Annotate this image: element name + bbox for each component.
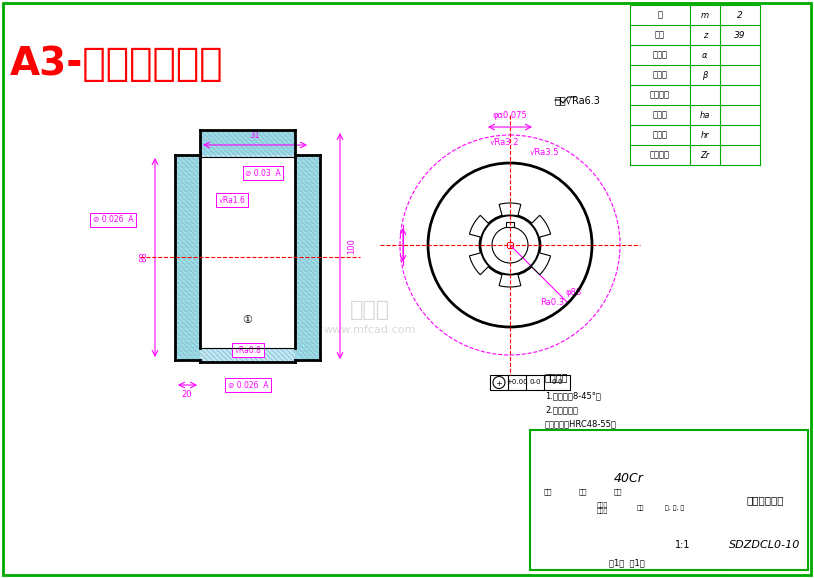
Text: 1.齿轮精度8-45°。: 1.齿轮精度8-45°。	[545, 391, 601, 400]
Text: ha: ha	[700, 110, 710, 120]
Bar	[200, 348, 295, 362]
Text: 4.磁粉探伤2.: 4.磁粉探伤2.	[545, 433, 580, 442]
Bar	[200, 130, 295, 155]
Text: √Ra1.6: √Ra1.6	[219, 195, 246, 205]
Polygon shape	[499, 274, 521, 287]
Text: 88: 88	[139, 251, 148, 262]
Text: 共, 页, 日: 共, 页, 日	[665, 505, 685, 511]
Text: z: z	[702, 31, 707, 39]
Text: 20: 20	[182, 390, 192, 399]
Bar	[490, 375, 570, 390]
Text: 齿顶高: 齿顶高	[653, 110, 667, 120]
Text: 共1页  第1页: 共1页 第1页	[609, 558, 645, 568]
Text: A3-四挡主动齿轮: A3-四挡主动齿轮	[10, 45, 224, 83]
Bar	[295, 155, 320, 360]
Bar	[200, 130, 295, 157]
Text: φ88: φ88	[565, 288, 581, 297]
Text: 模: 模	[658, 10, 663, 20]
Text: Ra0.3: Ra0.3	[540, 298, 564, 307]
Text: 40Cr: 40Cr	[614, 472, 644, 484]
Text: 2.齿轮精度。: 2.齿轮精度。	[545, 405, 578, 414]
Text: 沐风网: 沐风网	[350, 300, 390, 320]
Text: 备注: 备注	[637, 505, 644, 511]
Text: 数量: 数量	[578, 488, 587, 495]
Text: 齿面硬度为HRC48-55。: 齿面硬度为HRC48-55。	[545, 419, 617, 428]
Bar	[295, 155, 320, 360]
Bar	[175, 155, 200, 360]
Text: 0-0: 0-0	[551, 380, 562, 386]
Polygon shape	[532, 253, 550, 275]
Text: 39: 39	[734, 31, 746, 39]
Text: SDZDCL0-10: SDZDCL0-10	[729, 540, 801, 550]
Polygon shape	[470, 253, 488, 275]
Polygon shape	[532, 215, 550, 237]
Text: 标记: 标记	[543, 488, 552, 495]
Text: ⊘ 0.026  A: ⊘ 0.026 A	[228, 380, 269, 390]
Text: 精度级: 精度级	[653, 71, 667, 80]
Text: 1:1: 1:1	[676, 540, 691, 550]
Text: 变位系数: 变位系数	[650, 91, 670, 99]
Text: 齿数: 齿数	[655, 31, 665, 39]
Text: 材料: 材料	[613, 488, 622, 495]
Text: 2: 2	[737, 10, 743, 20]
Text: √Ra0.8: √Ra0.8	[234, 346, 261, 354]
Text: 其余√Ra6.3: 其余√Ra6.3	[555, 95, 601, 105]
Text: β: β	[702, 71, 707, 80]
Text: 0-0: 0-0	[529, 380, 540, 386]
Text: ⊘ 0.026  A: ⊘ 0.026 A	[93, 216, 133, 224]
Text: hr: hr	[701, 131, 709, 139]
Text: +0.00: +0.00	[506, 380, 527, 386]
Text: www.mfcad.com: www.mfcad.com	[324, 325, 416, 335]
Bar	[175, 155, 200, 360]
Text: 压力角: 压力角	[653, 50, 667, 60]
Text: 100: 100	[347, 238, 356, 254]
Text: φα0.075: φα0.075	[492, 111, 527, 120]
Text: 跨棒距离: 跨棒距离	[650, 150, 670, 160]
Text: √Ra3.2: √Ra3.2	[490, 138, 519, 147]
Bar	[506, 222, 514, 227]
Text: Zr: Zr	[700, 150, 710, 160]
Polygon shape	[470, 215, 488, 237]
Text: 零部件
标准件: 零部件 标准件	[597, 502, 607, 514]
Text: ⊘ 0.03  A: ⊘ 0.03 A	[245, 169, 281, 177]
Text: 齿根高: 齿根高	[653, 131, 667, 139]
Text: 四挡主动齿轮: 四挡主动齿轮	[746, 495, 784, 505]
Text: 技术要求: 技术要求	[545, 372, 568, 382]
Text: m: m	[701, 10, 709, 20]
Text: √Ra3.5: √Ra3.5	[530, 148, 559, 157]
Text: α: α	[702, 50, 707, 60]
Text: ①: ①	[242, 315, 252, 325]
Bar	[530, 430, 808, 570]
Polygon shape	[499, 203, 521, 216]
Text: 31: 31	[250, 131, 260, 140]
